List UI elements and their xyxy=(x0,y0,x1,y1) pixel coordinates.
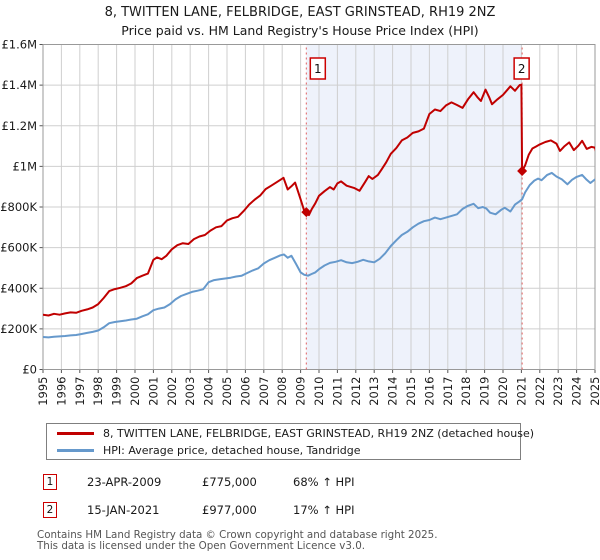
legend-label-property: 8, TWITTEN LANE, FELBRIDGE, EAST GRINSTE… xyxy=(103,426,535,440)
licence-line-2: This data is licensed under the Open Gov… xyxy=(37,539,366,552)
svg-text:2010: 2010 xyxy=(312,377,326,406)
svg-text:£200K: £200K xyxy=(0,322,37,336)
svg-text:2004: 2004 xyxy=(202,377,216,406)
svg-text:2019: 2019 xyxy=(478,376,492,405)
sale-1-marker-badge: 1 xyxy=(43,474,57,490)
svg-text:2017: 2017 xyxy=(441,377,455,406)
svg-text:£600K: £600K xyxy=(0,241,37,255)
sale-1-vs-hpi: 68% ↑ HPI xyxy=(293,475,355,489)
sale-2-point xyxy=(517,166,528,177)
hpi-line-swatch xyxy=(57,448,94,452)
svg-text:2014: 2014 xyxy=(386,377,400,406)
chart-title: 8, TWITTEN LANE, FELBRIDGE, EAST GRINSTE… xyxy=(104,5,496,20)
sale-1-flag-box xyxy=(309,57,327,80)
svg-text:2022: 2022 xyxy=(533,377,547,406)
sale-1-price: £775,000 xyxy=(202,475,257,489)
sale-2-price: £977,000 xyxy=(202,503,257,517)
plot-border xyxy=(42,44,596,370)
svg-text:2013: 2013 xyxy=(367,377,381,406)
licence-line-1: Contains HM Land Registry data © Crown c… xyxy=(37,529,438,541)
svg-text:1995: 1995 xyxy=(36,377,50,406)
svg-text:2007: 2007 xyxy=(257,377,271,406)
svg-text:2000: 2000 xyxy=(128,377,142,406)
legend-item-hpi: HPI: Average price, detached house, Tand… xyxy=(47,443,520,457)
sale-1-flag-number: 1 xyxy=(314,62,322,76)
legend-label-hpi: HPI: Average price, detached house, Tand… xyxy=(103,443,361,457)
price-history-chart: 1 2 £0 £200K £400K £600K £800K £1M £1.2M £1.4M £1.… xyxy=(0,38,600,406)
licence-footer: Contains HM Land Registry data © Crown c… xyxy=(37,530,438,551)
sale-1-point xyxy=(301,207,312,218)
svg-text:2020: 2020 xyxy=(496,377,510,406)
svg-text:1996: 1996 xyxy=(54,377,68,406)
svg-text:2018: 2018 xyxy=(459,377,473,406)
svg-text:1999: 1999 xyxy=(110,377,124,406)
sale-2-vs-hpi: 17% ↑ HPI xyxy=(293,503,355,517)
sale-2-flag-box xyxy=(513,57,530,80)
svg-text:1998: 1998 xyxy=(91,377,105,406)
svg-text:2009: 2009 xyxy=(294,377,308,406)
sale-2-flag-number: 2 xyxy=(518,62,526,76)
svg-text:2025: 2025 xyxy=(588,377,600,406)
svg-text:2005: 2005 xyxy=(220,377,234,406)
svg-text:2006: 2006 xyxy=(238,377,252,406)
hpi-line xyxy=(43,171,595,339)
sale-2-marker-badge: 2 xyxy=(43,502,57,518)
svg-text:2015: 2015 xyxy=(404,377,418,406)
y-axis-labels: £0 £200K £400K £600K £800K £1M £1.2M £1.4M £1.6M xyxy=(0,38,37,377)
svg-text:£1.2M: £1.2M xyxy=(1,119,37,133)
sale-1-date: 23-APR-2009 xyxy=(87,475,162,489)
chart-legend: 8, TWITTEN LANE, FELBRIDGE, EAST GRINSTE… xyxy=(46,423,534,460)
svg-text:£1.4M: £1.4M xyxy=(1,78,37,92)
svg-text:2012: 2012 xyxy=(349,377,363,406)
property-price-line xyxy=(43,83,595,317)
axis-ticks xyxy=(39,44,596,373)
property-line-swatch xyxy=(57,431,94,435)
svg-text:2002: 2002 xyxy=(165,377,179,406)
sale-2-date: 15-JAN-2021 xyxy=(87,503,160,517)
sale-annotation-row-1: 1 23-APR-2009 £775,000 68% ↑ HPI xyxy=(43,474,583,491)
svg-text:2001: 2001 xyxy=(146,377,160,406)
sale-annotation-row-2: 2 15-JAN-2021 £977,000 17% ↑ HPI xyxy=(43,502,583,519)
chart-subtitle: Price paid vs. HM Land Registry's House … xyxy=(121,23,479,38)
legend-item-property: 8, TWITTEN LANE, FELBRIDGE, EAST GRINSTE… xyxy=(47,426,534,440)
svg-text:£1M: £1M xyxy=(12,159,37,173)
svg-text:£1.6M: £1.6M xyxy=(1,38,37,52)
svg-text:£400K: £400K xyxy=(0,281,37,295)
svg-text:£0: £0 xyxy=(22,363,37,377)
svg-text:2011: 2011 xyxy=(330,377,344,406)
svg-text:2024: 2024 xyxy=(570,377,584,406)
x-axis-labels: 1995 1996 1997 1998 1999 2000 2001 2002 2003 2004… xyxy=(36,376,600,405)
svg-text:2008: 2008 xyxy=(275,377,289,406)
svg-text:2016: 2016 xyxy=(422,377,436,406)
svg-text:2003: 2003 xyxy=(183,377,197,406)
svg-text:2023: 2023 xyxy=(551,377,565,406)
svg-text:£800K: £800K xyxy=(0,200,37,214)
svg-text:2021: 2021 xyxy=(514,377,528,406)
svg-text:1997: 1997 xyxy=(73,377,87,406)
